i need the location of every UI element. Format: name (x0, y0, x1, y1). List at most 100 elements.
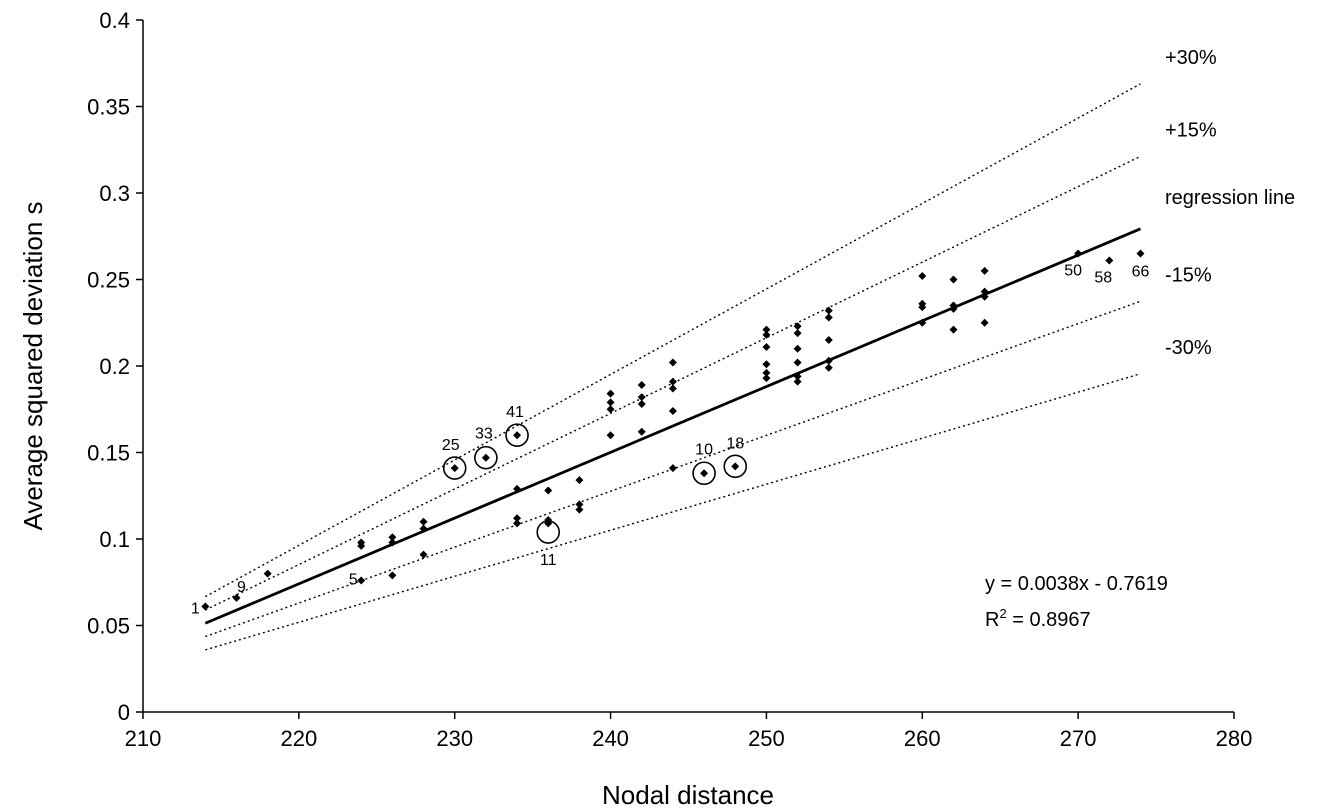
data-point (793, 329, 802, 338)
band-label: regression line (1165, 187, 1295, 209)
data-point (980, 292, 989, 301)
data-point (762, 360, 771, 369)
data-point (637, 427, 646, 436)
data-point (388, 571, 397, 580)
band-label: +15% (1165, 119, 1217, 141)
data-point (575, 505, 584, 514)
data-point (668, 384, 677, 393)
point-label: 66 (1132, 264, 1150, 281)
x-tick-label: 230 (436, 726, 473, 751)
x-tick-label: 280 (1216, 726, 1253, 751)
point-label: 1 (191, 600, 200, 617)
point-label: 10 (695, 441, 713, 458)
x-tick-label: 220 (280, 726, 317, 751)
data-point (793, 377, 802, 386)
x-axis-title: Nodal distance (602, 780, 774, 810)
y-tick-label: 0.3 (99, 181, 130, 206)
data-point (949, 275, 958, 284)
data-point (1074, 249, 1083, 258)
data-point (575, 476, 584, 485)
highlight-circle (505, 423, 529, 448)
data-point (388, 533, 397, 542)
data-point (668, 377, 677, 386)
data-point (1136, 249, 1145, 258)
point-label: 5 (349, 572, 358, 589)
data-point (419, 517, 428, 526)
y-tick-label: 0.25 (87, 268, 130, 293)
x-tick-label: 270 (1060, 726, 1097, 751)
data-point (980, 318, 989, 327)
y-tick-label: 0.1 (99, 527, 130, 552)
r2-value: = 0.8967 (1007, 609, 1091, 631)
data-point (980, 287, 989, 296)
ticks-layer: 210 220 230 240 250 260 270 28000.050.10.150.20… (87, 8, 1252, 751)
data-point (824, 356, 833, 365)
r-squared-label: R2 = 0.8967 (985, 606, 1091, 631)
x-tick-label: 210 (125, 726, 162, 751)
data-point (980, 266, 989, 275)
point-label: 41 (506, 404, 524, 421)
regression-equation: y = 0.0038x - 0.7619 (985, 573, 1168, 595)
highlight-circle (723, 454, 748, 479)
regression-line (204, 227, 1142, 625)
data-point (668, 464, 677, 473)
r2-prefix: R (985, 609, 999, 631)
data-point (481, 453, 490, 462)
band-label: +30% (1165, 47, 1217, 69)
bands-layer: +30% +15% regression line -15% -30% (204, 47, 1295, 651)
point-label: 58 (1094, 269, 1112, 286)
circles-layer (442, 423, 748, 544)
data-point (700, 469, 709, 478)
points-layer (201, 249, 1145, 611)
data-point (357, 576, 366, 585)
data-point (762, 330, 771, 339)
data-point (606, 389, 615, 398)
data-point (949, 325, 958, 334)
point-label: 9 (237, 579, 246, 596)
y-tick-label: 0.05 (87, 614, 130, 639)
data-point (824, 306, 833, 315)
data-point (544, 486, 553, 495)
y-tick-label: 0.4 (99, 8, 130, 33)
y-tick-label: 0.2 (99, 354, 130, 379)
data-point (918, 299, 927, 308)
point-label: 33 (475, 426, 493, 443)
data-point (637, 400, 646, 409)
data-point (637, 381, 646, 390)
data-point (762, 374, 771, 383)
band-line (205, 83, 1141, 598)
x-tick-label: 260 (904, 726, 941, 751)
data-point (668, 406, 677, 415)
y-tick-label: 0.15 (87, 441, 130, 466)
data-point (793, 372, 802, 381)
highlight-circle (442, 456, 467, 480)
r2-superscript: 2 (999, 606, 1006, 621)
point-label: 18 (726, 435, 744, 452)
data-point (513, 514, 522, 523)
data-point (419, 524, 428, 533)
band-line (205, 155, 1141, 611)
data-point (606, 431, 615, 440)
data-point (762, 368, 771, 377)
data-point (793, 322, 802, 331)
highlight-circle (536, 520, 561, 544)
point-label: 25 (442, 437, 460, 454)
data-point (793, 358, 802, 367)
highlight-circle (474, 445, 498, 470)
data-point (513, 431, 522, 440)
data-point (513, 519, 522, 528)
data-point (606, 398, 615, 407)
point-label: 50 (1064, 263, 1082, 280)
data-point (1105, 256, 1114, 265)
data-point (762, 325, 771, 334)
highlight-circle (692, 461, 716, 486)
data-point (824, 363, 833, 372)
data-point (450, 464, 459, 473)
data-point (824, 313, 833, 322)
data-point (949, 301, 958, 310)
x-tick-label: 240 (592, 726, 629, 751)
data-point (388, 538, 397, 547)
data-point (513, 484, 522, 493)
data-point (201, 602, 210, 611)
